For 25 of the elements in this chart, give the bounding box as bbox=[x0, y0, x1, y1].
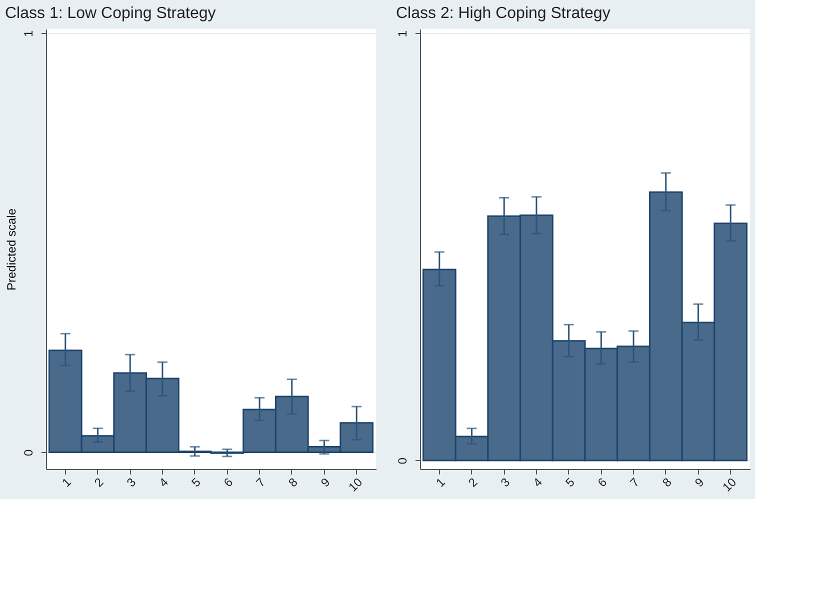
x-tick-label: 6 bbox=[595, 474, 610, 490]
x-tick-label: 9 bbox=[318, 474, 333, 490]
x-tick-label: 7 bbox=[253, 474, 268, 490]
chart-title: Class 1: Low Coping Strategy bbox=[5, 5, 216, 22]
x-tick-label: 10 bbox=[720, 474, 740, 494]
x-tick-label: 7 bbox=[627, 474, 642, 490]
x-tick-label: 6 bbox=[221, 474, 236, 490]
y-tick-label: 0 bbox=[22, 449, 36, 456]
x-tick-label: 8 bbox=[660, 474, 675, 490]
x-tick-label: 2 bbox=[92, 474, 106, 490]
x-tick-label: 5 bbox=[188, 474, 204, 490]
x-tick-label: 5 bbox=[562, 474, 578, 490]
x-tick-label: 3 bbox=[124, 474, 139, 490]
x-tick-label: 4 bbox=[156, 474, 172, 490]
x-tick-label: 3 bbox=[498, 474, 513, 490]
x-tick-label: 9 bbox=[692, 474, 707, 490]
x-tick-label: 1 bbox=[433, 474, 448, 490]
x-tick-label: 1 bbox=[59, 474, 74, 490]
y-tick-label: 0 bbox=[396, 457, 410, 464]
x-tick-label: 10 bbox=[346, 474, 366, 494]
y-axis-title: Predicted scale bbox=[4, 208, 18, 291]
x-tick-label: 2 bbox=[466, 474, 480, 490]
x-tick-label: 4 bbox=[530, 474, 546, 490]
x-tick-label: 8 bbox=[286, 474, 301, 490]
chart-title: Class 2: High Coping Strategy bbox=[396, 5, 610, 22]
